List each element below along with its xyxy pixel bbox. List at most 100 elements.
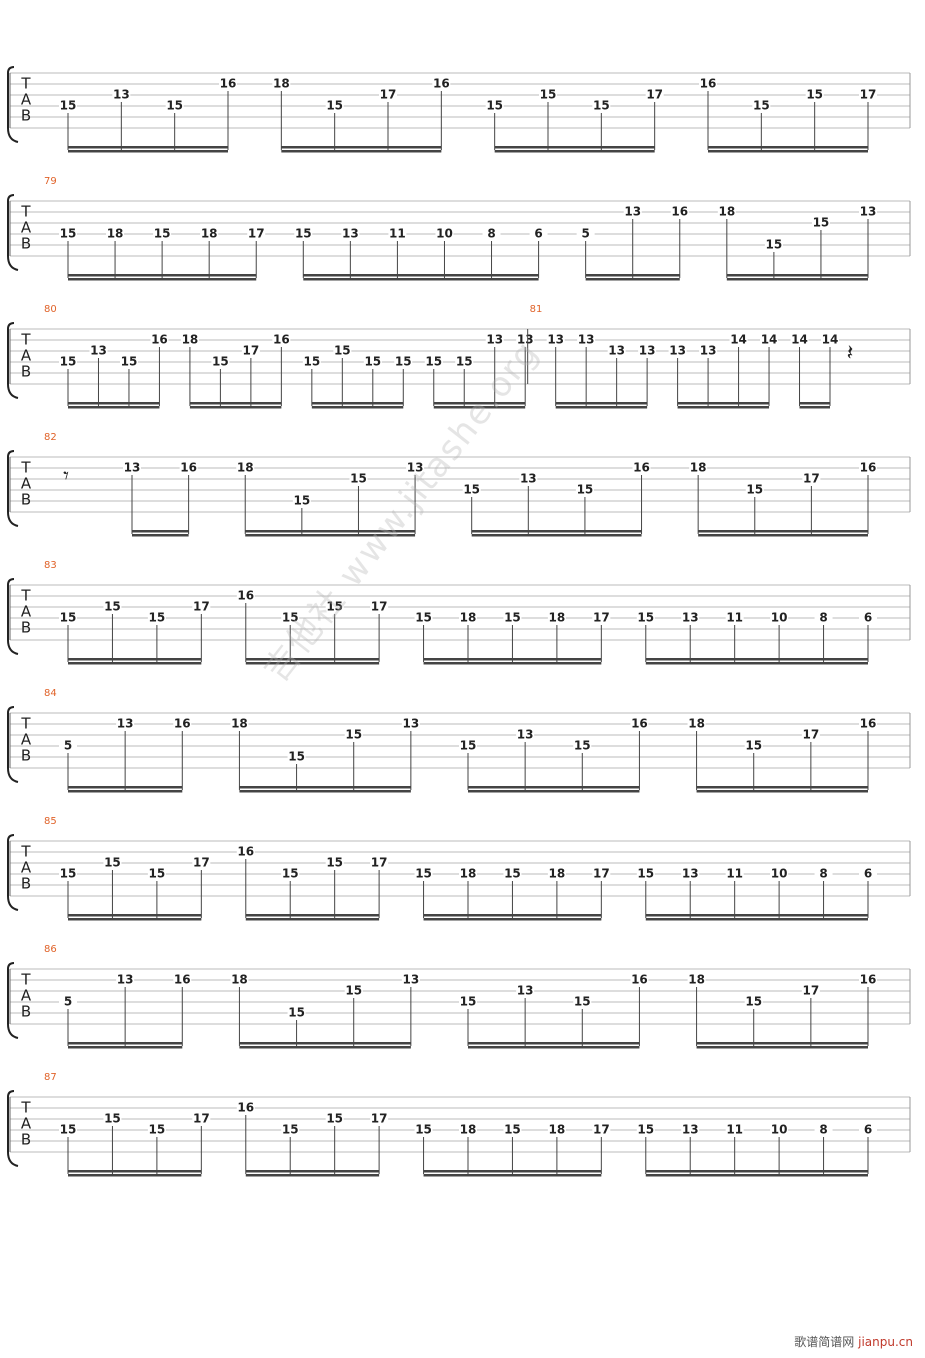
beam [585, 274, 680, 277]
tab-clef: A [21, 475, 32, 493]
fret-number: 17 [248, 227, 265, 241]
fret-number: 15 [460, 995, 477, 1009]
beam [68, 918, 202, 921]
fret-bg [632, 462, 651, 474]
fret-bg [153, 228, 172, 240]
fret-bg [547, 612, 566, 624]
fret-bg [211, 356, 230, 368]
fret-number: 15 [60, 1123, 77, 1137]
beam [555, 406, 648, 409]
fret-bg [516, 334, 535, 346]
beam [698, 530, 868, 533]
beam [433, 402, 526, 405]
beam [645, 918, 868, 921]
fret-bg [859, 868, 877, 880]
fret-bg [687, 974, 706, 986]
fret-number: 6 [864, 867, 872, 881]
fret-number: 16 [633, 461, 650, 475]
fret-bg [725, 868, 744, 880]
fret-bg [192, 601, 211, 613]
beam [132, 530, 189, 533]
fret-bg [638, 345, 657, 357]
fret-number: 5 [64, 995, 72, 1009]
beam [68, 1046, 183, 1049]
fret-number: 13 [403, 717, 420, 731]
fret-bg [459, 612, 477, 624]
fret-bg [394, 356, 413, 368]
fret-number: 15 [104, 1112, 121, 1126]
beam [189, 402, 282, 405]
fret-bg [859, 206, 877, 218]
fret-bg [236, 1102, 255, 1114]
fret-number: 18 [460, 611, 477, 625]
fret-number: 18 [549, 867, 566, 881]
fret-bg [577, 334, 596, 346]
beam [311, 406, 404, 409]
fret-number: 15 [295, 227, 312, 241]
fret-bg [744, 740, 763, 752]
fret-number: 15 [121, 355, 138, 369]
tab-clef: B [21, 1003, 31, 1021]
fret-bg [59, 356, 77, 368]
fret-bg [59, 1124, 77, 1136]
fret-number: 15 [326, 1112, 343, 1126]
fret-bg [388, 228, 407, 240]
fret-bg [455, 356, 474, 368]
fret-number: 17 [371, 1112, 388, 1126]
fret-number: 17 [593, 611, 610, 625]
fret-number: 15 [326, 99, 343, 113]
fret-bg [281, 868, 300, 880]
fret-bg [729, 334, 748, 346]
fret-number: 17 [593, 867, 610, 881]
fret-bg [236, 590, 255, 602]
fret-bg [165, 100, 184, 112]
fret-number: 5 [581, 227, 589, 241]
rest: 𝄾 [63, 464, 69, 489]
fret-bg [859, 612, 877, 624]
fret-number: 17 [646, 88, 663, 102]
fret-bg [575, 484, 594, 496]
tab-clef: A [21, 347, 32, 365]
fret-bg [432, 78, 451, 90]
fret-bg [179, 462, 198, 474]
fret-number: 15 [154, 227, 171, 241]
fret-number: 16 [631, 717, 648, 731]
fret-number: 17 [803, 728, 820, 742]
beam [708, 150, 868, 153]
fret-number: 6 [864, 1123, 872, 1137]
fret-bg [503, 868, 522, 880]
beam [726, 278, 868, 281]
fret-bg [123, 462, 141, 474]
fret-number: 13 [113, 88, 130, 102]
measure-number: 81 [530, 304, 543, 315]
system-bracket [7, 450, 19, 527]
fret-number: 15 [345, 728, 362, 742]
tab-clef: B [21, 363, 31, 381]
fret-bg [699, 345, 718, 357]
fret-number: 15 [334, 344, 351, 358]
fret-number: 15 [166, 99, 183, 113]
beam [68, 914, 202, 917]
fret-bg [607, 345, 626, 357]
fret-number: 15 [149, 1123, 166, 1137]
beam [645, 662, 868, 665]
fret-number: 13 [520, 472, 537, 486]
fret-number: 15 [425, 355, 442, 369]
fret-number: 11 [726, 611, 743, 625]
tab-clef: A [21, 859, 32, 877]
fret-bg [636, 868, 655, 880]
fret-number: 15 [282, 611, 299, 625]
beam [645, 658, 868, 661]
beam [696, 790, 868, 793]
tab-clef: T [20, 1099, 31, 1117]
fret-bg [573, 740, 592, 752]
fret-bg [547, 868, 566, 880]
fret-number: 15 [60, 611, 77, 625]
fret-bg [116, 974, 135, 986]
beam [494, 150, 655, 153]
beam [311, 402, 404, 405]
tab-clef: B [21, 235, 31, 253]
beam [239, 786, 411, 789]
fret-number: 15 [293, 494, 310, 508]
fret-number: 15 [104, 856, 121, 870]
